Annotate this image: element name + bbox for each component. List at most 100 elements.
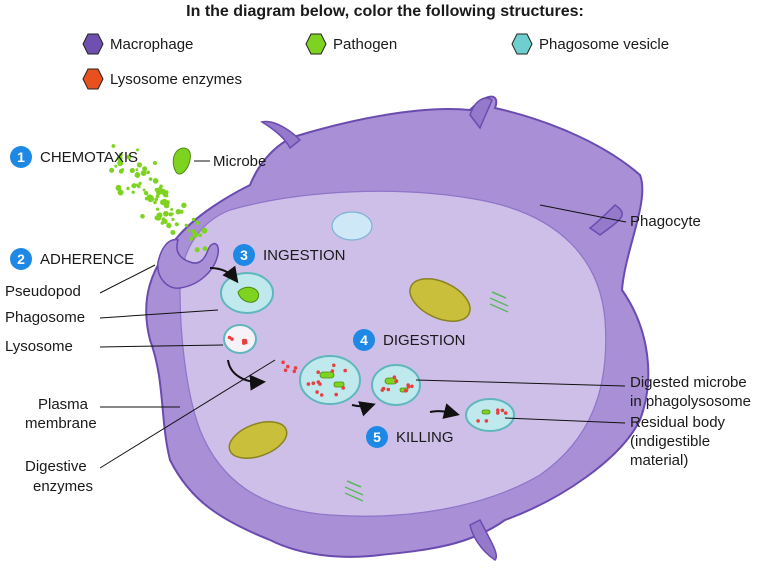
- microbe-particle: [157, 186, 163, 193]
- step-number-badge: 3: [233, 244, 255, 266]
- enzyme-dot: [343, 368, 348, 373]
- enzyme-dot: [403, 388, 408, 393]
- microbe-particle: [138, 181, 142, 186]
- pseudopod-spike: [588, 204, 623, 236]
- enzyme-dot: [281, 360, 285, 365]
- mitochondrion: [228, 421, 288, 459]
- step-label: ADHERENCE: [40, 250, 135, 268]
- microbe-particle: [153, 161, 157, 165]
- microbe-particle: [153, 200, 157, 205]
- microbe-particle: [164, 190, 169, 195]
- legend-label: Pathogen: [333, 35, 398, 53]
- microbe: [172, 147, 191, 175]
- microbe-particle: [136, 148, 140, 152]
- label-lysosome: Lysosome: [5, 338, 73, 355]
- pseudopod-spike: [469, 518, 497, 561]
- digested-microbes: [319, 371, 491, 415]
- microbe-particle: [163, 210, 169, 217]
- label-digested-microbe-1: Digested microbe: [630, 374, 747, 391]
- enzyme-dot: [227, 335, 232, 340]
- label-phagosome: Phagosome: [5, 309, 86, 326]
- step-digestion: 4 DIGESTION: [353, 329, 466, 351]
- mitochondrion: [409, 278, 471, 322]
- microbe-particle: [142, 166, 148, 172]
- microbe-particle: [181, 202, 187, 208]
- microbe-particle: [140, 170, 147, 177]
- microbe-cluster: [109, 144, 208, 253]
- microbe-particle: [136, 174, 140, 178]
- enzyme-dot: [286, 364, 290, 369]
- phagolysosome: [371, 364, 421, 406]
- label-digestive-enzymes-2: enzymes: [33, 478, 94, 495]
- microbe-particle: [135, 183, 139, 187]
- microbe-particle: [187, 229, 191, 233]
- microbe-particle: [174, 222, 179, 227]
- microbe-particle: [126, 154, 132, 160]
- microbe-particle: [154, 187, 159, 192]
- enzyme-dot: [394, 379, 399, 383]
- phagosome-microbe: [237, 286, 260, 303]
- legend-hex-pathogen-icon: [305, 33, 327, 55]
- microbe-particle: [144, 196, 149, 201]
- enzyme-dot: [410, 384, 414, 389]
- legend-label: Lysosome enzymes: [110, 70, 242, 88]
- enzyme-dot: [496, 408, 500, 413]
- lysosome: [223, 324, 257, 354]
- microbe-particle: [131, 190, 135, 194]
- flow-arrows: [209, 265, 460, 419]
- leader-lines: [99, 160, 627, 469]
- microbe-particle: [160, 221, 164, 225]
- label-digestive-enzymes-1: Digestive: [25, 458, 87, 475]
- legend-hex-lysosome-icon: [82, 68, 104, 90]
- pseudopod-spike: [469, 97, 493, 130]
- step-number-badge: 2: [10, 248, 32, 270]
- label-residual-body-1: Residual body: [630, 414, 726, 431]
- legend-hex-phagosome-icon: [511, 33, 533, 55]
- microbe-particle: [171, 217, 175, 221]
- microbe-particle: [162, 219, 168, 225]
- microbe-particle: [149, 195, 154, 200]
- enzyme-dot: [341, 386, 346, 390]
- microbe-particle: [126, 186, 130, 191]
- legend-item-macrophage: Macrophage: [82, 33, 193, 55]
- enzyme-dot: [292, 369, 297, 374]
- diagram-title: In the diagram below, color the followin…: [186, 3, 584, 20]
- cytoplasm: [179, 190, 607, 517]
- enzyme-dot: [330, 369, 335, 373]
- label-pseudopod: Pseudopod: [5, 283, 81, 300]
- enzyme-dot: [406, 385, 411, 389]
- microbe-particle: [140, 214, 145, 219]
- microbe-particle: [111, 144, 116, 148]
- label-plasma-membrane-1: Plasma: [38, 396, 89, 413]
- microbe-particle: [170, 208, 174, 211]
- step-label: DIGESTION: [383, 331, 466, 349]
- microbe-particle: [155, 194, 160, 199]
- microbe-particle: [163, 202, 170, 209]
- enzyme-dot: [484, 419, 489, 423]
- microbe-particle: [118, 157, 121, 160]
- step-label: KILLING: [396, 428, 454, 446]
- microbe-particle: [184, 223, 189, 228]
- microbe-particle: [192, 232, 199, 238]
- enzyme-dot: [306, 382, 311, 386]
- label-microbe: Microbe: [213, 153, 267, 170]
- legend-item-lysosome-enzymes: Lysosome enzymes: [82, 68, 242, 90]
- step-chemotaxis: 1 CHEMOTAXIS: [10, 146, 138, 168]
- microbe-particle: [129, 167, 135, 174]
- enzyme-dot: [476, 419, 480, 423]
- microbe-particle: [191, 217, 196, 222]
- step-number-badge: 5: [366, 426, 388, 448]
- enzyme-dot: [315, 390, 319, 394]
- legend-item-phagosome-vesicle: Phagosome vesicle: [511, 33, 669, 55]
- label-phagocyte: Phagocyte: [630, 213, 701, 230]
- enzyme-dots: [227, 335, 508, 423]
- step-killing: 5 KILLING: [366, 426, 454, 448]
- microbe-particle: [118, 168, 124, 174]
- enzyme-dot: [392, 375, 397, 380]
- pseudopod: [157, 238, 220, 289]
- enzyme-dot: [243, 340, 248, 345]
- microbe-particle: [176, 209, 181, 214]
- endoplasmic-reticulum: [344, 291, 509, 502]
